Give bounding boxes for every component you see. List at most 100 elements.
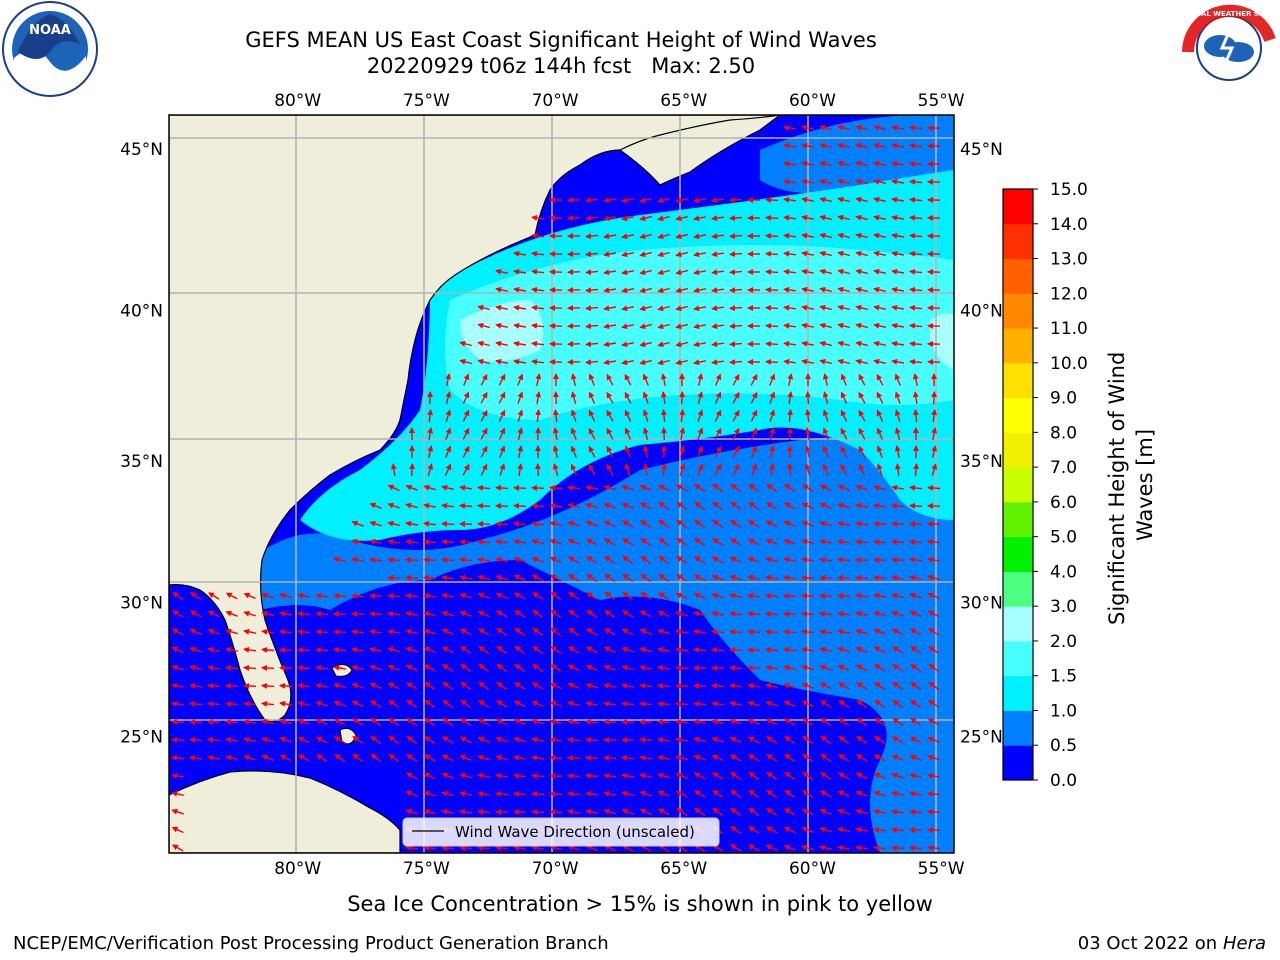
wind-wave-arrow	[406, 682, 418, 690]
wind-wave-arrow	[387, 628, 401, 635]
wind-wave-arrow	[819, 142, 832, 149]
wind-wave-arrow	[876, 445, 883, 458]
wind-wave-arrow	[459, 520, 473, 527]
wind-wave-arrow	[585, 323, 599, 330]
wind-wave-arrow	[606, 463, 614, 476]
wind-wave-arrow	[243, 682, 257, 689]
wind-wave-arrow	[642, 391, 649, 404]
lat-label-left: 30°N	[120, 593, 163, 613]
wind-wave-arrow	[894, 391, 901, 404]
wind-wave-arrow	[297, 610, 311, 617]
wind-wave-arrow	[315, 736, 328, 744]
wind-wave-arrow	[279, 646, 293, 653]
wind-wave-arrow	[496, 645, 508, 655]
wind-wave-arrow	[513, 538, 527, 545]
wind-wave-arrow	[693, 233, 707, 240]
wind-wave-arrow	[873, 196, 887, 203]
wind-wave-arrow	[333, 592, 347, 599]
wind-wave-arrow	[874, 699, 886, 709]
wind-wave-arrow	[675, 233, 688, 240]
wind-wave-arrow	[873, 340, 887, 347]
wind-wave-arrow	[225, 754, 238, 761]
colorbar-segment	[1003, 223, 1033, 260]
wind-wave-arrow	[855, 520, 868, 527]
wind-wave-arrow	[873, 754, 886, 762]
wind-wave-arrow	[351, 592, 365, 599]
wind-wave-arrow	[750, 391, 758, 404]
wind-wave-arrow	[802, 484, 814, 492]
wind-wave-arrow	[696, 463, 704, 476]
wind-wave-arrow	[765, 520, 778, 528]
wind-wave-arrow	[657, 646, 671, 653]
wind-wave-arrow	[514, 645, 526, 655]
wind-wave-arrow	[243, 718, 257, 725]
wind-wave-arrow	[783, 322, 796, 329]
wind-wave-arrow	[730, 483, 742, 493]
wind-wave-arrow	[802, 753, 814, 763]
wind-wave-arrow	[855, 250, 868, 257]
wind-wave-arrow	[624, 445, 631, 458]
wind-wave-arrow	[858, 373, 866, 386]
wind-wave-arrow	[765, 556, 778, 563]
wind-wave-arrow	[819, 214, 832, 221]
wind-wave-arrow	[387, 610, 401, 617]
wind-wave-arrow	[801, 628, 815, 635]
wind-wave-arrow	[873, 250, 887, 257]
wind-wave-arrow	[675, 754, 688, 761]
wind-wave-arrow	[694, 537, 706, 547]
wind-wave-arrow	[513, 718, 526, 725]
wind-wave-arrow	[279, 664, 293, 671]
wind-wave-arrow	[765, 628, 779, 635]
wind-wave-arrow	[513, 844, 527, 851]
wind-wave-arrow	[225, 718, 239, 725]
wind-wave-arrow	[585, 233, 599, 240]
wind-wave-arrow	[820, 753, 832, 763]
wind-wave-arrow	[712, 519, 724, 529]
wind-wave-arrow	[712, 538, 724, 546]
wind-wave-arrow	[534, 463, 541, 477]
wind-wave-arrow	[657, 305, 670, 312]
wind-wave-arrow	[478, 646, 490, 654]
wind-wave-arrow	[585, 700, 599, 707]
wind-wave-arrow	[801, 304, 815, 311]
wind-wave-arrow	[495, 736, 508, 743]
colorbar-tick-label: 3.0	[1050, 597, 1077, 617]
wind-wave-arrow	[909, 790, 923, 797]
wind-wave-arrow	[783, 682, 796, 689]
wind-wave-arrow	[766, 754, 778, 762]
wind-wave-arrow	[603, 646, 616, 654]
wind-wave-arrow	[711, 664, 725, 671]
wind-wave-arrow	[639, 251, 652, 258]
wind-wave-arrow	[621, 323, 635, 330]
noaa-logo: NOAA	[2, 1, 98, 97]
wind-wave-arrow	[639, 197, 652, 204]
wind-wave-arrow	[750, 373, 758, 386]
wind-wave-arrow	[621, 305, 635, 312]
wind-wave-arrow	[477, 736, 490, 744]
wind-wave-arrow	[459, 736, 472, 744]
colorbar-segment	[1003, 501, 1033, 538]
colorbar-tick-label: 1.0	[1050, 701, 1077, 721]
wind-wave-arrow	[784, 789, 796, 799]
wind-wave-arrow	[909, 502, 923, 509]
wind-wave-arrow	[441, 754, 454, 762]
wind-wave-arrow	[858, 427, 866, 440]
wind-wave-arrow	[441, 574, 455, 581]
wind-wave-arrow	[514, 627, 526, 637]
footer-date: 03 Oct 2022 on Hera	[1078, 933, 1266, 954]
wind-wave-arrow	[531, 214, 545, 221]
wind-wave-arrow	[873, 304, 887, 311]
wind-wave-arrow	[765, 268, 779, 275]
wind-wave-arrow	[315, 682, 329, 689]
wind-wave-arrow	[765, 646, 779, 653]
wind-wave-arrow	[459, 808, 473, 815]
wind-wave-arrow	[891, 322, 905, 329]
wind-wave-arrow	[769, 391, 776, 404]
legend: Wind Wave Direction (unscaled)	[402, 817, 720, 847]
wind-wave-arrow	[657, 323, 670, 330]
wind-wave-arrow	[730, 825, 742, 835]
wind-wave-arrow	[477, 484, 491, 491]
wind-wave-arrow	[531, 268, 545, 275]
wind-wave-arrow	[621, 197, 635, 204]
wind-wave-arrow	[837, 178, 850, 185]
